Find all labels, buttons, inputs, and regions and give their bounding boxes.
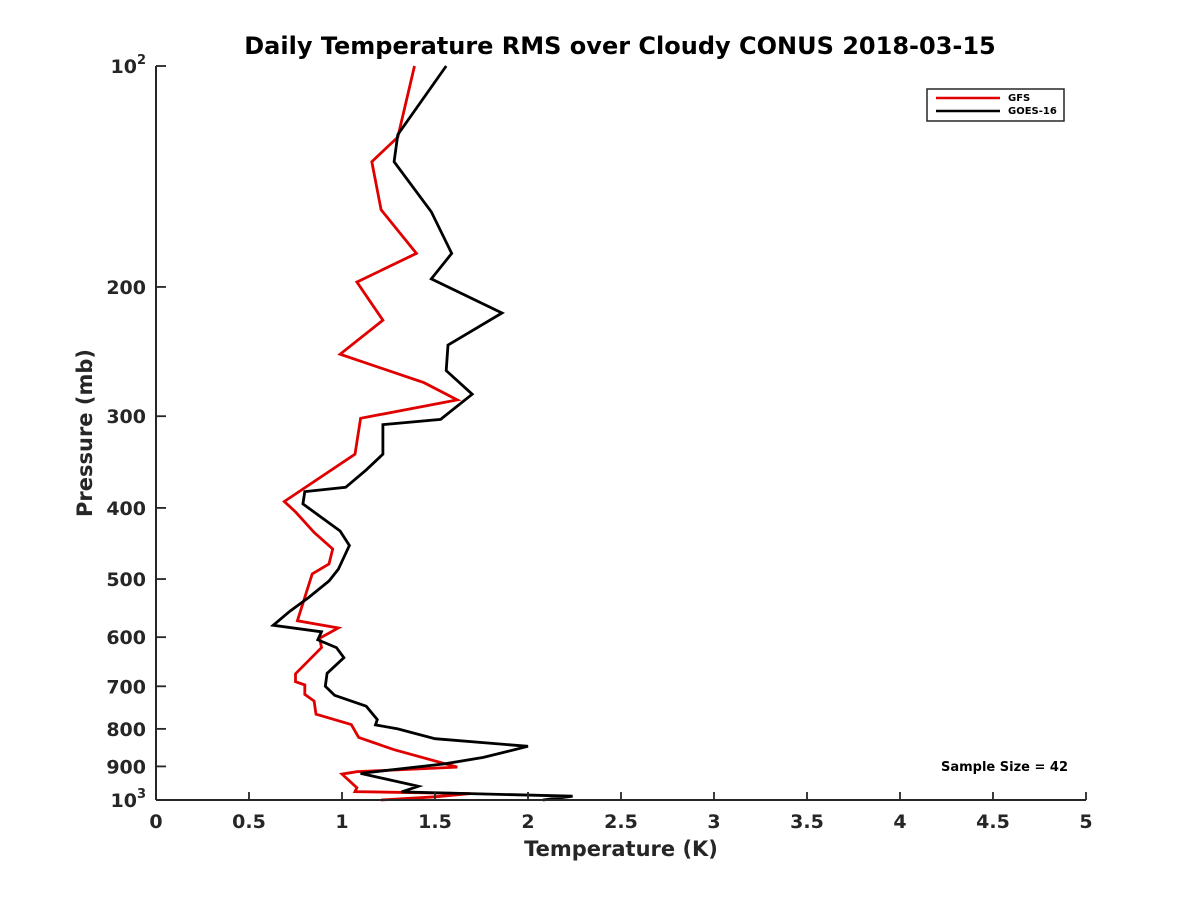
y-tick-label: 102 <box>111 53 147 78</box>
x-tick-label: 0.5 <box>232 811 266 833</box>
legend-box <box>926 88 1065 122</box>
y-tick-label: 200 <box>106 277 146 299</box>
y-tick-label: 400 <box>106 498 146 520</box>
x-tick-label: 5 <box>1079 811 1092 833</box>
y-tick-label: 103 <box>111 787 147 812</box>
x-tick-label: 2 <box>521 811 534 833</box>
x-tick-label: 3 <box>707 811 720 833</box>
x-tick-label: 2.5 <box>604 811 638 833</box>
series-line-goes16 <box>269 65 573 802</box>
x-axis-ticks: 0 0.5 1 1.5 2 2.5 3 3.5 4 4.5 5 <box>149 792 1093 833</box>
sample-size-annotation: Sample Size = 42 <box>941 760 1068 775</box>
y-tick-label: 500 <box>106 569 146 591</box>
x-tick-label: 1.5 <box>418 811 452 833</box>
series-line-gfs <box>282 65 471 802</box>
y-tick-label: 800 <box>106 719 146 741</box>
y-axis-ticks: 102 200 300 400 500 600 700 800 900 103 <box>106 53 166 812</box>
chart-title: Daily Temperature RMS over Cloudy CONUS … <box>244 32 996 60</box>
x-tick-label: 4 <box>893 811 906 833</box>
y-tick-label: 600 <box>106 627 146 649</box>
y-tick-label: 300 <box>106 406 146 428</box>
legend: GFS GOES-16 <box>926 88 1065 122</box>
legend-label-goes16: GOES-16 <box>1008 106 1057 117</box>
x-tick-label: 1 <box>335 811 348 833</box>
legend-label-gfs: GFS <box>1008 93 1030 104</box>
x-tick-label: 4.5 <box>976 811 1010 833</box>
plot-area: 0 0.5 1 1.5 2 2.5 3 3.5 4 4.5 5 102 200 300 400 500 600… <box>106 53 1092 833</box>
y-axis-label: Pressure (mb) <box>73 349 97 517</box>
x-tick-label: 0 <box>149 811 162 833</box>
y-tick-label: 700 <box>106 676 146 698</box>
series-layer <box>269 65 573 802</box>
x-axis-label: Temperature (K) <box>524 837 718 861</box>
y-tick-label: 900 <box>106 756 146 778</box>
x-tick-label: 3.5 <box>790 811 824 833</box>
